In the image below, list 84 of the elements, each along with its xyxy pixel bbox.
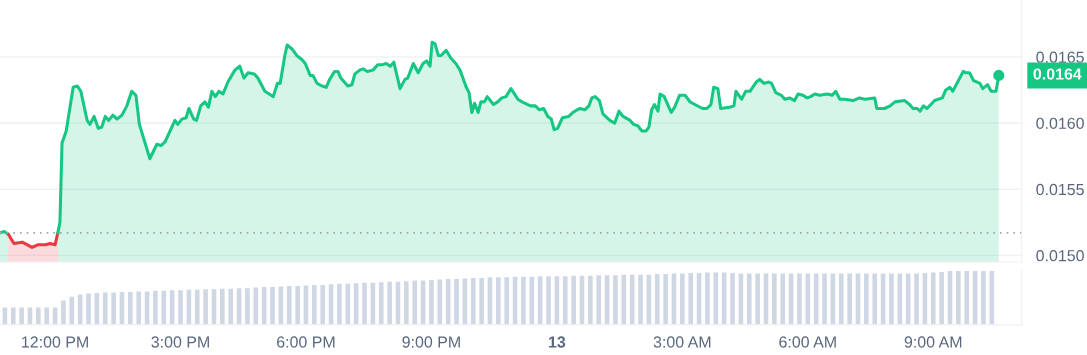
bar — [337, 283, 342, 325]
bar — [964, 270, 970, 325]
bar — [654, 274, 660, 325]
x-tick-label: 9:00 AM — [904, 336, 962, 348]
bar — [437, 279, 443, 325]
x-tick-label: 9:00 PM — [402, 336, 460, 348]
bar — [178, 290, 183, 325]
bar — [746, 273, 752, 325]
bar — [295, 285, 300, 325]
bar — [780, 273, 786, 325]
bar — [220, 288, 225, 325]
bar — [956, 270, 961, 325]
bar — [36, 307, 41, 325]
x-tick-label: 6:00 PM — [277, 336, 335, 348]
bar — [730, 273, 735, 325]
bar — [345, 283, 351, 325]
bar — [270, 287, 275, 325]
y-tick-label: 0.0160 — [1036, 117, 1084, 129]
bar — [245, 288, 250, 325]
annotation: 0.0164 — [1033, 68, 1082, 80]
bar — [872, 273, 878, 325]
bar — [454, 278, 459, 325]
bar — [680, 273, 685, 325]
bar — [312, 284, 317, 325]
bar — [838, 273, 844, 325]
bar — [588, 275, 593, 325]
bar — [688, 273, 694, 325]
bar — [546, 276, 551, 325]
bar — [128, 291, 133, 325]
y-tick-label: 0.0165 — [1036, 51, 1084, 63]
x-tick-label: 12:00 PM — [22, 336, 88, 348]
bar — [596, 275, 602, 325]
bar — [504, 277, 510, 325]
bar — [320, 284, 325, 325]
bar — [429, 280, 434, 325]
bar — [194, 289, 200, 325]
bar — [161, 290, 167, 325]
bar — [387, 281, 392, 325]
bar — [847, 273, 852, 325]
bar — [253, 287, 259, 325]
bar — [705, 272, 710, 325]
bar — [822, 273, 827, 325]
y-tick-label: 0.0150 — [1036, 250, 1084, 262]
y-tick-label: 0.0155 — [1036, 183, 1084, 196]
bar — [44, 307, 49, 325]
bar — [981, 270, 986, 325]
bar — [797, 273, 802, 325]
bar — [914, 273, 919, 325]
bar — [86, 293, 91, 325]
bar — [286, 285, 292, 325]
bar — [663, 274, 668, 325]
bar — [889, 273, 894, 325]
x-tick-label: 6:00 AM — [779, 336, 836, 348]
bar — [153, 290, 158, 325]
bar — [755, 273, 760, 325]
bar — [496, 277, 501, 325]
bar — [772, 273, 777, 325]
bar — [111, 292, 116, 325]
bar — [228, 288, 233, 325]
bar — [203, 289, 208, 325]
bar — [613, 275, 618, 325]
bar — [470, 277, 476, 325]
bar — [362, 282, 367, 325]
bar — [404, 281, 409, 325]
bar — [412, 280, 418, 325]
bar — [571, 275, 576, 325]
bar — [61, 300, 66, 325]
bar — [864, 273, 869, 325]
bar — [479, 277, 484, 325]
bar — [136, 291, 141, 325]
x-tick-label: 13 — [549, 336, 566, 348]
bar — [638, 274, 643, 325]
bar — [10, 307, 16, 325]
bar — [529, 276, 535, 325]
x-tick-label: 3:00 PM — [151, 336, 209, 348]
bar — [939, 271, 944, 325]
bar — [521, 276, 526, 325]
x-tick-label: 3:00 AM — [653, 336, 711, 348]
bar — [378, 282, 384, 325]
bar — [562, 276, 568, 325]
bar — [19, 307, 24, 325]
bar — [930, 272, 936, 325]
bar — [69, 296, 75, 325]
bar — [102, 292, 108, 325]
